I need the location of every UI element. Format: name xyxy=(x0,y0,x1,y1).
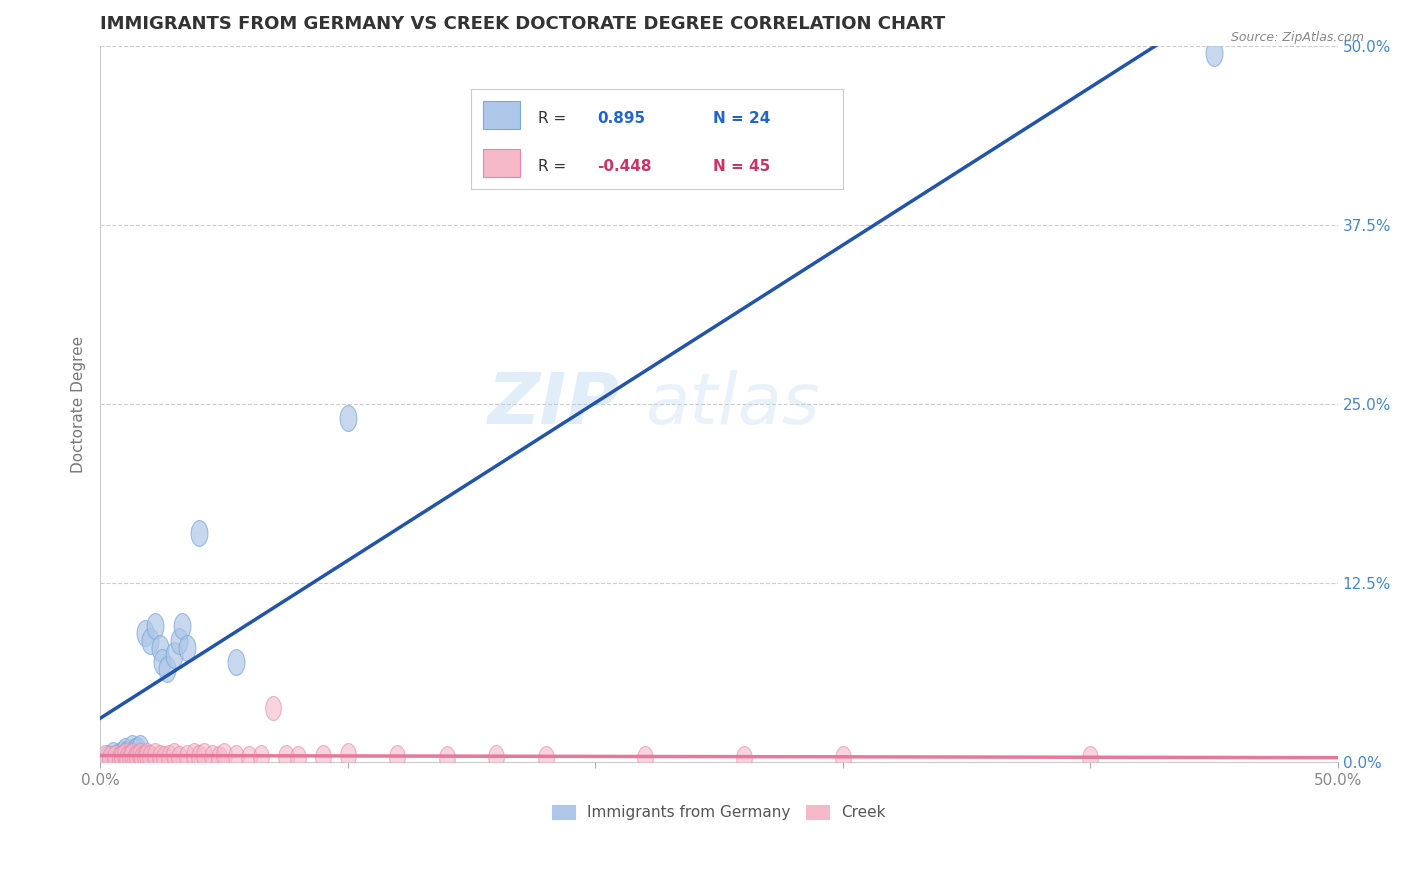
Point xyxy=(148,640,170,655)
Point xyxy=(170,619,193,633)
Point xyxy=(1202,45,1225,60)
Point xyxy=(127,742,149,756)
Legend: Immigrants from Germany, Creek: Immigrants from Germany, Creek xyxy=(546,799,891,827)
Point xyxy=(114,748,136,763)
Point xyxy=(143,619,166,633)
Point xyxy=(121,741,143,756)
Point xyxy=(156,662,179,676)
Point xyxy=(262,701,284,715)
Point xyxy=(176,749,198,764)
Text: atlas: atlas xyxy=(644,369,820,439)
Point xyxy=(128,741,150,756)
Point xyxy=(238,751,260,765)
Point xyxy=(193,748,215,763)
Point xyxy=(633,751,655,765)
Text: ZIP: ZIP xyxy=(488,369,620,439)
Y-axis label: Doctorate Degree: Doctorate Degree xyxy=(72,335,86,473)
Point xyxy=(124,751,146,765)
Point xyxy=(124,744,146,758)
Point xyxy=(336,748,359,763)
Point xyxy=(274,749,297,764)
Point xyxy=(104,749,127,764)
Point xyxy=(128,748,150,763)
Point xyxy=(169,751,191,765)
Point xyxy=(188,526,211,541)
Point xyxy=(138,749,160,764)
Point xyxy=(183,748,205,763)
Point xyxy=(200,749,222,764)
Point xyxy=(101,748,124,763)
Point xyxy=(163,648,186,662)
Point xyxy=(336,411,359,425)
Point xyxy=(111,749,134,764)
Text: Source: ZipAtlas.com: Source: ZipAtlas.com xyxy=(1230,31,1364,45)
Point xyxy=(134,626,156,640)
Point xyxy=(143,748,166,763)
Point xyxy=(225,749,247,764)
Point xyxy=(163,748,186,763)
Point xyxy=(94,749,117,764)
Point xyxy=(250,749,273,764)
Point xyxy=(733,751,755,765)
Point xyxy=(208,751,231,765)
Point xyxy=(117,751,139,765)
Point xyxy=(153,751,176,765)
Point xyxy=(136,748,159,763)
Point xyxy=(831,751,853,765)
Point xyxy=(150,655,173,669)
Point xyxy=(188,749,211,764)
Point xyxy=(111,747,134,761)
Point xyxy=(287,751,309,765)
Point xyxy=(159,749,181,764)
Point xyxy=(134,749,156,764)
Point xyxy=(385,749,408,764)
Point xyxy=(114,744,136,758)
Point xyxy=(107,749,129,764)
Point xyxy=(1078,751,1101,765)
Point xyxy=(127,749,149,764)
Point xyxy=(169,633,191,648)
Point xyxy=(131,751,153,765)
Point xyxy=(148,749,170,764)
Point xyxy=(138,633,160,648)
Point xyxy=(108,751,131,765)
Point xyxy=(225,655,247,669)
Point xyxy=(121,748,143,763)
Point xyxy=(485,749,508,764)
Text: IMMIGRANTS FROM GERMANY VS CREEK DOCTORATE DEGREE CORRELATION CHART: IMMIGRANTS FROM GERMANY VS CREEK DOCTORA… xyxy=(100,15,945,33)
Point xyxy=(176,640,198,655)
Point xyxy=(436,751,458,765)
Point xyxy=(98,751,121,765)
Point xyxy=(534,751,557,765)
Point xyxy=(312,749,335,764)
Point xyxy=(96,751,118,765)
Point xyxy=(117,747,139,761)
Point xyxy=(118,749,141,764)
Point xyxy=(212,748,235,763)
